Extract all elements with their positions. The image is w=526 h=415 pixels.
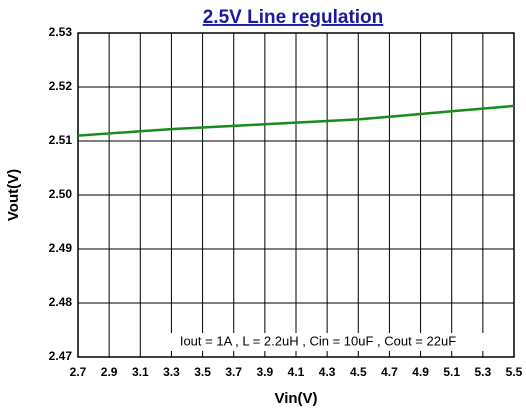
x-tick-label: 4.7: [381, 365, 398, 379]
y-tick-label: 2.49: [49, 241, 73, 255]
x-tick-label: 4.1: [288, 365, 305, 379]
y-tick-label: 2.50: [49, 187, 73, 201]
y-tick-label: 2.48: [49, 295, 73, 309]
x-tick-label: 5.5: [506, 365, 523, 379]
y-tick-label: 2.52: [49, 79, 73, 93]
x-tick-label: 3.5: [194, 365, 211, 379]
annotation-bg: [148, 333, 488, 351]
x-axis-label: Vin(V): [274, 390, 317, 407]
chart-title: 2.5V Line regulation: [203, 7, 384, 28]
x-tick-label: 3.9: [257, 365, 274, 379]
y-tick-label: 2.47: [49, 349, 73, 363]
y-tick-label: 2.51: [49, 133, 73, 147]
x-tick-label: 2.7: [70, 365, 87, 379]
x-tick-label: 4.3: [319, 365, 336, 379]
x-tick-label: 3.3: [163, 365, 180, 379]
x-tick-label: 3.1: [132, 365, 149, 379]
data-line: [77, 104, 515, 137]
plot-frame: [77, 32, 515, 358]
x-tick-label: 4.9: [412, 365, 429, 379]
x-tick-label: 4.5: [350, 365, 367, 379]
x-tick-label: 5.1: [443, 365, 460, 379]
y-tick-label: 2.53: [49, 25, 73, 39]
y-axis-label: Vout(V): [5, 169, 22, 221]
annotation: Iout = 1A , L = 2.2uH , Cin = 10uF , Cou…: [180, 333, 456, 348]
x-tick-label: 5.3: [475, 365, 492, 379]
x-tick-label: 2.9: [101, 365, 118, 379]
x-tick-label: 3.7: [225, 365, 242, 379]
